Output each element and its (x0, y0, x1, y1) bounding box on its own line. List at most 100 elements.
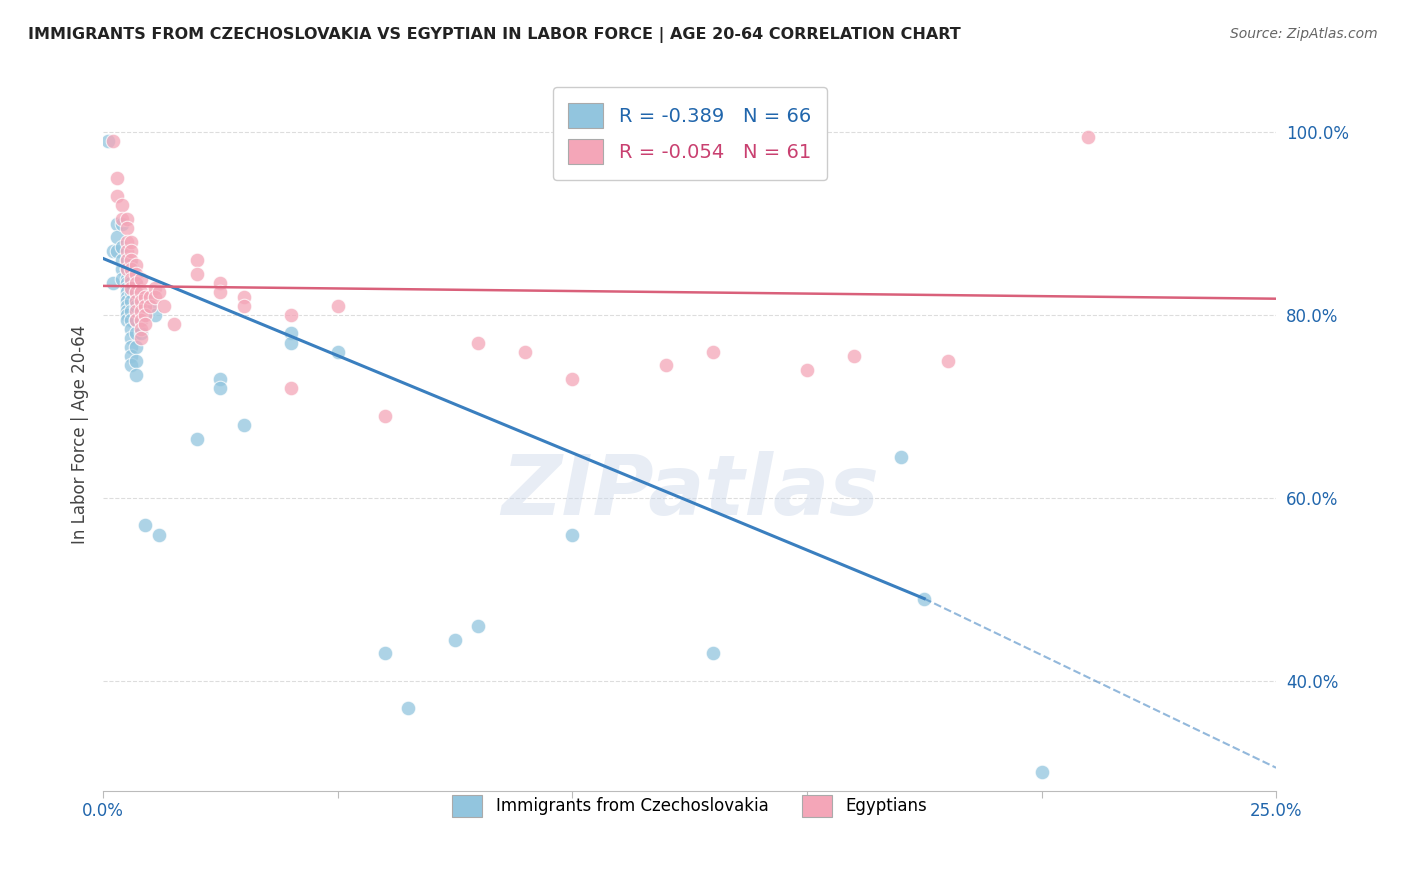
Point (702, 344, 724, 359)
Point (467, 619, 489, 633)
Point (912, 591, 935, 606)
Point (120, 340, 142, 354)
Point (444, 632, 467, 647)
Point (125, 354, 148, 368)
Point (129, 326, 152, 341)
Point (125, 326, 148, 341)
Point (120, 303, 142, 318)
Point (162, 318, 184, 332)
Point (120, 331, 142, 345)
Point (153, 299, 176, 313)
Text: Source: ZipAtlas.com: Source: ZipAtlas.com (1230, 27, 1378, 41)
Point (209, 381, 232, 395)
Point (326, 344, 349, 359)
Point (796, 363, 818, 377)
Point (120, 235, 142, 249)
Point (326, 299, 349, 313)
Point (134, 308, 156, 322)
Point (120, 267, 142, 281)
Point (101, 276, 124, 290)
Point (186, 267, 208, 281)
Point (129, 303, 152, 318)
Point (111, 271, 134, 285)
Point (186, 253, 208, 268)
Point (129, 294, 152, 309)
Point (115, 303, 138, 318)
Point (111, 253, 134, 268)
Point (702, 647, 724, 661)
Point (280, 381, 302, 395)
Point (209, 372, 232, 386)
Point (842, 349, 865, 363)
Point (120, 281, 142, 295)
Point (120, 285, 142, 300)
Point (105, 217, 128, 231)
Point (374, 409, 396, 423)
Point (115, 308, 138, 322)
Point (111, 217, 134, 231)
Point (890, 450, 912, 464)
Point (129, 285, 152, 300)
Point (120, 294, 142, 309)
Point (655, 359, 678, 373)
Point (120, 262, 142, 277)
Point (280, 308, 302, 322)
Point (120, 258, 142, 272)
Y-axis label: In Labor Force | Age 20-64: In Labor Force | Age 20-64 (72, 325, 89, 543)
Point (115, 276, 138, 290)
Point (105, 189, 128, 203)
Point (143, 281, 166, 295)
Point (115, 221, 138, 235)
Point (115, 262, 138, 277)
Point (561, 527, 583, 541)
Point (125, 340, 148, 354)
Point (115, 312, 138, 326)
Text: ZIPatlas: ZIPatlas (501, 450, 879, 532)
Point (134, 518, 156, 533)
Legend: Immigrants from Czechoslovakia, Egyptians: Immigrants from Czechoslovakia, Egyptian… (444, 787, 935, 825)
Point (125, 368, 148, 382)
Point (139, 290, 162, 304)
Point (143, 308, 166, 322)
Point (129, 299, 152, 313)
Point (125, 285, 148, 300)
Point (143, 290, 166, 304)
Point (280, 326, 302, 341)
Point (280, 335, 302, 350)
Point (111, 262, 134, 277)
Point (115, 235, 138, 249)
Point (467, 335, 489, 350)
Text: IMMIGRANTS FROM CZECHOSLOVAKIA VS EGYPTIAN IN LABOR FORCE | AGE 20-64 CORRELATIO: IMMIGRANTS FROM CZECHOSLOVAKIA VS EGYPTI… (28, 27, 960, 43)
Point (125, 258, 148, 272)
Point (148, 527, 170, 541)
Point (115, 294, 138, 309)
Point (396, 701, 419, 715)
Point (209, 285, 232, 300)
Point (129, 312, 152, 326)
Point (115, 253, 138, 268)
Point (120, 359, 142, 373)
Point (125, 299, 148, 313)
Point (115, 244, 138, 259)
Point (111, 198, 134, 212)
Point (120, 271, 142, 285)
Point (134, 299, 156, 313)
Point (125, 294, 148, 309)
Point (120, 349, 142, 363)
Point (125, 312, 148, 326)
Point (134, 290, 156, 304)
Point (515, 344, 537, 359)
Point (125, 312, 148, 326)
Point (139, 299, 162, 313)
Point (115, 281, 138, 295)
Point (115, 290, 138, 304)
Point (148, 285, 170, 300)
Point (129, 331, 152, 345)
Point (186, 432, 208, 446)
Point (105, 244, 128, 259)
Point (125, 271, 148, 285)
Point (115, 262, 138, 277)
Point (1077, 129, 1099, 144)
Point (101, 135, 124, 149)
Point (125, 303, 148, 318)
